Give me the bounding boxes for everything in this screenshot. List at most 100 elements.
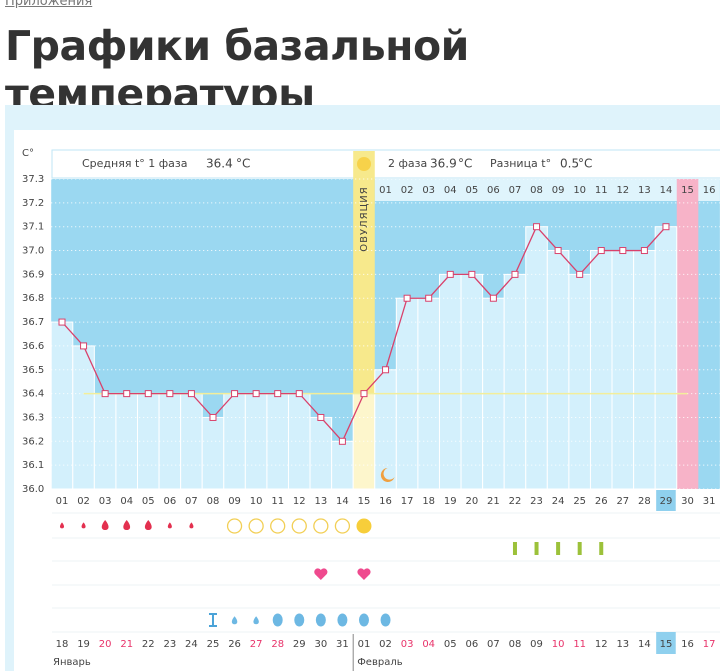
x-tick-label: 14 xyxy=(336,496,349,507)
temperature-point xyxy=(58,318,66,326)
phase2-day: 10 xyxy=(573,185,586,196)
temperature-point xyxy=(403,294,411,302)
date-label: 12 xyxy=(595,639,608,650)
header-strip xyxy=(51,149,720,179)
temperature-point xyxy=(489,294,497,302)
blood-drop xyxy=(59,522,65,529)
blood-drop xyxy=(101,520,109,530)
x-tick-label: 03 xyxy=(99,496,112,507)
x-tick-label: 17 xyxy=(401,496,414,507)
x-tick-label: 01 xyxy=(56,496,69,507)
mucus-oval xyxy=(272,613,283,627)
x-tick-label: 26 xyxy=(595,496,608,507)
temperature-point xyxy=(123,390,131,398)
date-label: 04 xyxy=(422,639,435,650)
temperature-point xyxy=(425,294,433,302)
day-column xyxy=(158,393,182,490)
date-label: 03 xyxy=(401,639,414,650)
temperature-point xyxy=(144,390,152,398)
date-label: 29 xyxy=(293,639,306,650)
date-label: 22 xyxy=(142,639,155,650)
heart xyxy=(357,568,371,580)
unit: °С xyxy=(236,157,250,171)
x-tick-label: 13 xyxy=(314,496,327,507)
mucus-drop xyxy=(231,616,238,625)
x-tick-label: 10 xyxy=(250,496,263,507)
temperature-point xyxy=(619,247,627,255)
temperature-point xyxy=(554,247,562,255)
date-label: 24 xyxy=(185,639,198,650)
temperature-point xyxy=(166,390,174,398)
phase2-day: 09 xyxy=(552,185,565,196)
temperature-point xyxy=(640,247,648,255)
phase2-day: 04 xyxy=(444,185,457,196)
x-tick-label: 15 xyxy=(358,496,371,507)
breadcrumb[interactable]: Приложения xyxy=(5,0,93,9)
x-tick-label: 23 xyxy=(530,496,543,507)
unit: °С xyxy=(578,157,592,171)
day-column xyxy=(546,250,570,490)
cervix-circle xyxy=(356,518,372,534)
mucus-oval xyxy=(294,613,305,627)
date-label: 01 xyxy=(358,639,371,650)
temperature-point xyxy=(101,390,109,398)
y-tick-label: 37.1 xyxy=(22,222,44,233)
y-tick-label: 36.9 xyxy=(22,269,44,280)
x-tick-label: 08 xyxy=(207,496,220,507)
y-tick-label: 36.4 xyxy=(22,389,44,400)
test-bar xyxy=(599,542,604,555)
temperature-point xyxy=(317,413,325,421)
phase2-day: 14 xyxy=(660,185,673,196)
x-tick-label: 31 xyxy=(703,496,716,507)
date-label: 30 xyxy=(314,639,327,650)
date-label: 13 xyxy=(616,639,629,650)
temperature-point xyxy=(187,390,195,398)
phase2-day-row xyxy=(374,179,720,201)
x-tick-label: 06 xyxy=(163,496,176,507)
day-column xyxy=(503,273,527,490)
blood-drop xyxy=(189,522,194,529)
phase1-label: Средняя t° 1 фаза xyxy=(82,157,188,170)
temperature-point xyxy=(80,342,88,350)
temperature-point xyxy=(597,247,605,255)
ovulation-sun xyxy=(356,157,371,171)
date-label: 02 xyxy=(379,639,392,650)
temperature-point xyxy=(295,390,303,398)
temperature-point xyxy=(209,413,217,421)
highlight xyxy=(656,490,676,511)
blood-drop xyxy=(167,522,172,529)
date-label: 17 xyxy=(703,639,716,650)
date-label: 08 xyxy=(509,639,522,650)
date-label: 26 xyxy=(228,639,241,650)
y-tick-label: 36.7 xyxy=(22,317,44,328)
hourglass xyxy=(208,613,217,627)
temperature-point xyxy=(576,270,584,278)
day-column xyxy=(93,393,117,490)
test-bar xyxy=(534,542,539,555)
x-tick-label: 04 xyxy=(120,496,133,507)
day-column xyxy=(460,273,484,490)
day-column xyxy=(115,393,138,490)
phase2-day: 12 xyxy=(616,185,629,196)
x-tick-label: 12 xyxy=(293,496,306,507)
y-tick-label: 37.2 xyxy=(22,198,44,209)
x-tick-label: 16 xyxy=(379,496,392,507)
temperature-point xyxy=(382,366,390,374)
blood-drop xyxy=(81,522,86,529)
x-tick-label: 09 xyxy=(228,496,241,507)
phase2-day: 15 xyxy=(681,185,694,196)
day-column xyxy=(654,226,678,490)
mucus-oval xyxy=(358,613,369,627)
test-bar xyxy=(512,542,517,555)
mucus-oval xyxy=(337,613,348,627)
y-tick-label: 36.1 xyxy=(22,460,44,471)
heart xyxy=(314,568,328,580)
y-tick-label: 36.3 xyxy=(22,412,44,423)
month-label: Февраль xyxy=(357,657,403,668)
x-tick-label: 24 xyxy=(552,496,565,507)
x-tick-label: 30 xyxy=(681,496,694,507)
date-label: 20 xyxy=(99,639,112,650)
y-tick-label: 36.5 xyxy=(22,365,44,376)
x-tick-label: 21 xyxy=(487,496,500,507)
highlight xyxy=(656,632,676,654)
